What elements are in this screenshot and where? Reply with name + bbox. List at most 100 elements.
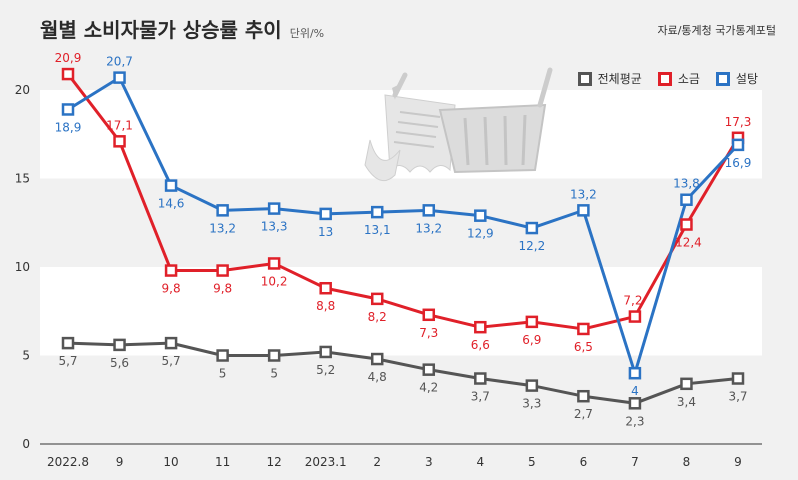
data-label-salt: 6,6 — [471, 338, 490, 352]
legend: 전체평균 소금 설탕 — [577, 70, 758, 87]
title-row: 월별 소비자물가 상승률 추이 단위/% — [40, 14, 324, 44]
series-lines — [66, 73, 740, 405]
x-tick-label: 11 — [215, 455, 230, 469]
data-label-overall: 2,3 — [625, 414, 644, 428]
point-salt — [164, 264, 178, 277]
point-overall — [267, 349, 281, 362]
x-tick-label: 9 — [734, 455, 742, 469]
data-label-salt: 17,1 — [106, 118, 133, 132]
x-tick-label: 2023.1 — [305, 455, 347, 469]
legend-label-salt: 소금 — [677, 72, 700, 86]
x-tick-label: 8 — [683, 455, 691, 469]
data-label-salt: 9,8 — [213, 282, 232, 296]
point-overall — [216, 349, 229, 362]
x-tick-label: 10 — [163, 455, 178, 469]
series-line-sugar — [67, 76, 740, 375]
data-label-overall: 4,2 — [419, 381, 438, 395]
data-label-salt: 10,2 — [261, 274, 288, 288]
data-label-sugar: 13,2 — [570, 187, 597, 201]
chart-title: 월별 소비자물가 상승률 추이 — [40, 18, 282, 42]
point-overall — [370, 352, 384, 366]
y-tick-label: 15 — [15, 172, 30, 186]
point-overall — [577, 389, 590, 403]
data-label-salt: 8,8 — [316, 299, 335, 313]
point-sugar — [164, 179, 178, 192]
data-label-sugar: 18,9 — [55, 120, 82, 134]
point-salt — [628, 310, 642, 323]
data-label-salt: 6,5 — [574, 340, 593, 354]
data-label-sugar: 14,6 — [158, 197, 185, 211]
point-overall — [113, 338, 126, 352]
data-label-overall: 5,6 — [110, 356, 129, 370]
x-tick-label: 2022.8 — [47, 455, 89, 469]
data-label-sugar: 12,9 — [467, 227, 494, 241]
data-label-salt: 6,9 — [522, 333, 541, 347]
point-salt — [61, 67, 75, 81]
y-tick-label: 20 — [15, 83, 30, 97]
point-salt — [267, 257, 281, 270]
x-tick-label: 5 — [528, 455, 536, 469]
data-label-salt: 9,8 — [162, 282, 181, 296]
point-sugar — [216, 204, 229, 217]
legend-swatch-overall — [577, 71, 592, 86]
unit-label: 단위/% — [289, 27, 325, 40]
data-label-sugar: 20,7 — [106, 55, 133, 69]
data-label-overall: 5,2 — [316, 363, 335, 377]
x-tick-label: 12 — [267, 455, 282, 469]
legend-label-sugar: 설탕 — [735, 72, 758, 86]
legend-swatch-salt — [657, 71, 672, 86]
data-label-overall: 5 — [219, 367, 227, 381]
series-markers — [61, 67, 745, 410]
legend-item-sugar: 설탕 — [715, 70, 758, 87]
x-axis: 2022.8 9 10 11 12 2023.1 2 3 4 5 6 7 8 9 — [47, 455, 742, 469]
y-tick-label: 10 — [15, 260, 30, 274]
point-salt — [319, 281, 332, 295]
x-tick-label: 6 — [580, 455, 588, 469]
y-axis: 0 5 10 15 20 — [15, 83, 762, 451]
x-tick-label: 7 — [631, 455, 639, 469]
data-label-sugar: 13,1 — [364, 223, 391, 237]
x-tick-label: 4 — [476, 455, 484, 469]
point-salt — [216, 264, 229, 277]
point-overall — [474, 372, 487, 385]
data-label-sugar: 16,9 — [725, 156, 752, 170]
point-salt — [525, 315, 539, 329]
data-label-overall: 5,7 — [162, 354, 181, 368]
point-sugar — [422, 204, 436, 217]
data-label-overall: 3,3 — [522, 397, 541, 411]
data-label-overall: 4,8 — [368, 370, 387, 384]
point-overall — [164, 336, 178, 350]
point-sugar — [731, 138, 745, 152]
point-sugar — [525, 221, 539, 235]
data-label-salt: 7,2 — [623, 294, 642, 308]
point-sugar — [474, 209, 487, 222]
point-overall — [525, 379, 539, 392]
legend-label-overall: 전체평균 — [597, 72, 642, 86]
point-sugar — [319, 207, 332, 221]
point-salt — [113, 135, 126, 148]
data-label-salt: 7,3 — [419, 326, 438, 340]
point-salt — [422, 308, 436, 322]
band-0 — [40, 267, 762, 356]
point-sugar — [628, 366, 642, 380]
data-label-salt: 17,3 — [725, 115, 752, 129]
data-label-sugar: 13,3 — [261, 220, 288, 234]
point-salt — [370, 292, 384, 306]
data-label-overall: 3,7 — [471, 390, 490, 404]
point-salt — [680, 218, 693, 231]
point-overall — [628, 397, 642, 410]
point-sugar — [370, 205, 384, 219]
data-label-salt: 8,2 — [368, 310, 387, 324]
data-label-overall: 5 — [270, 367, 278, 381]
shopping-basket-receipt-icon — [364, 67, 553, 182]
point-overall — [731, 372, 745, 385]
point-salt — [474, 320, 487, 334]
point-overall — [61, 336, 75, 350]
data-labels: 5,7 5,6 5,7 5 5 5,2 4,8 4,2 3,7 3,3 2,7 2,3 3,4 3,7 20… — [55, 51, 752, 428]
point-salt — [577, 322, 590, 336]
data-label-overall: 2,7 — [574, 407, 593, 421]
y-tick-label: 0 — [22, 437, 30, 451]
x-tick-label: 9 — [116, 455, 124, 469]
